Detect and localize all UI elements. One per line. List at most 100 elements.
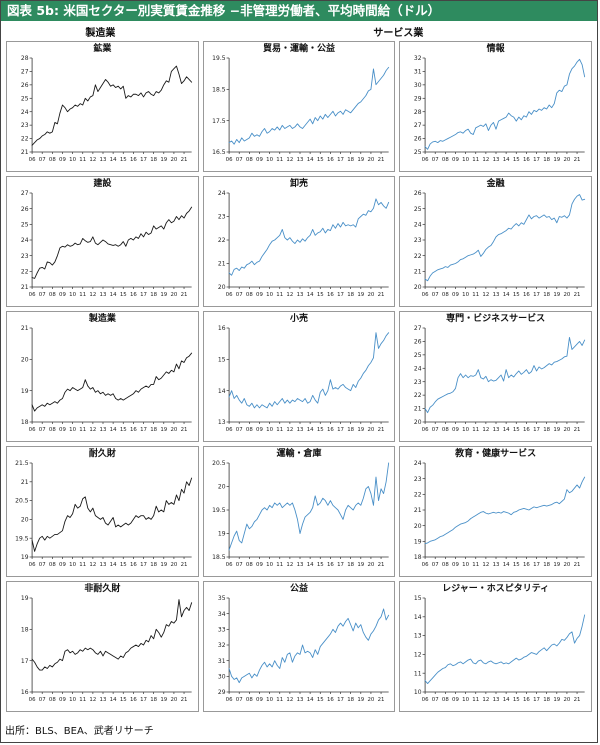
series-line-education-health-services xyxy=(424,476,586,545)
svg-text:14: 14 xyxy=(218,388,226,395)
svg-text:12: 12 xyxy=(89,562,96,568)
svg-text:19: 19 xyxy=(218,531,226,538)
column-group-headers: 製造業 サービス業 xyxy=(1,23,597,39)
svg-text:17: 17 xyxy=(533,697,540,703)
chart-plot-mining: 21 22 23 24 25 26 27 28 06 07 08 09 10 11 12 13 14 15 16 17… xyxy=(21,55,193,163)
svg-text:16: 16 xyxy=(130,697,137,703)
svg-text:08: 08 xyxy=(49,292,56,298)
svg-text:21: 21 xyxy=(21,149,29,156)
svg-text:27: 27 xyxy=(414,325,422,332)
svg-text:22: 22 xyxy=(21,136,29,143)
svg-text:09: 09 xyxy=(59,697,66,703)
svg-text:11: 11 xyxy=(276,292,283,298)
svg-text:19: 19 xyxy=(357,562,364,568)
svg-text:16: 16 xyxy=(130,427,137,433)
svg-text:08: 08 xyxy=(442,157,449,163)
svg-text:16: 16 xyxy=(327,292,334,298)
svg-text:14: 14 xyxy=(503,562,510,568)
svg-text:18: 18 xyxy=(150,292,157,298)
svg-text:19: 19 xyxy=(160,157,167,163)
series-line-nondurable-goods xyxy=(31,599,193,671)
svg-text:17: 17 xyxy=(140,427,147,433)
svg-text:20: 20 xyxy=(367,427,374,433)
svg-text:24: 24 xyxy=(218,190,226,197)
svg-text:23: 23 xyxy=(414,379,422,386)
svg-text:12: 12 xyxy=(89,427,96,433)
chart-panel-retail: 小売 13 14 15 16 06 07 08 09 10 11 12 13 14 15 16 17 18 19 20… xyxy=(202,311,396,442)
svg-text:10: 10 xyxy=(414,689,422,696)
svg-text:11: 11 xyxy=(473,157,480,163)
svg-text:18: 18 xyxy=(150,427,157,433)
svg-text:20: 20 xyxy=(414,284,422,291)
chart-title-utilities: 公益 xyxy=(289,584,308,594)
svg-text:12: 12 xyxy=(483,562,490,568)
svg-text:12: 12 xyxy=(89,157,96,163)
svg-text:27: 27 xyxy=(21,190,29,197)
svg-text:16: 16 xyxy=(327,427,334,433)
svg-text:30: 30 xyxy=(414,82,422,89)
svg-text:26: 26 xyxy=(21,206,29,213)
svg-text:15: 15 xyxy=(316,292,323,298)
svg-text:17: 17 xyxy=(337,427,344,433)
svg-text:21: 21 xyxy=(574,697,581,703)
svg-text:30: 30 xyxy=(218,673,226,680)
svg-text:18: 18 xyxy=(347,562,354,568)
svg-text:19: 19 xyxy=(357,697,364,703)
svg-text:16: 16 xyxy=(218,325,226,332)
svg-text:08: 08 xyxy=(442,427,449,433)
svg-text:18: 18 xyxy=(414,554,422,561)
chart-title-information: 情報 xyxy=(486,44,505,54)
svg-text:17: 17 xyxy=(533,157,540,163)
svg-text:09: 09 xyxy=(256,427,263,433)
svg-text:18: 18 xyxy=(21,419,29,426)
svg-text:29: 29 xyxy=(414,95,422,102)
svg-text:19: 19 xyxy=(554,427,561,433)
svg-text:26: 26 xyxy=(414,190,422,197)
svg-text:10: 10 xyxy=(266,427,273,433)
svg-text:10: 10 xyxy=(69,292,76,298)
svg-text:29: 29 xyxy=(218,689,226,696)
svg-text:11: 11 xyxy=(473,697,480,703)
svg-text:16.5: 16.5 xyxy=(212,149,226,156)
svg-text:09: 09 xyxy=(452,562,459,568)
svg-text:19: 19 xyxy=(357,292,364,298)
svg-text:12: 12 xyxy=(89,697,96,703)
svg-text:10: 10 xyxy=(463,697,470,703)
svg-text:13: 13 xyxy=(296,427,303,433)
chart-title-construction: 建設 xyxy=(93,179,112,189)
chart-panel-wholesale: 卸売 20 21 22 23 24 06 07 08 09 10 11 12 13 14 15 16 17 18 19… xyxy=(202,176,396,307)
chart-panel-trade-transport-utilities: 貿易・運輸・公益 16.5 17.5 18.5 19.5 06 07 08 09 10 11 12 13… xyxy=(202,41,396,172)
chart-title-manufacturing: 製造業 xyxy=(88,314,116,324)
svg-text:14: 14 xyxy=(110,157,117,163)
svg-text:07: 07 xyxy=(39,697,46,703)
svg-text:12: 12 xyxy=(89,292,96,298)
svg-text:13: 13 xyxy=(493,427,500,433)
svg-text:15: 15 xyxy=(120,427,127,433)
svg-text:06: 06 xyxy=(29,562,36,568)
svg-text:17: 17 xyxy=(140,697,147,703)
svg-text:09: 09 xyxy=(59,427,66,433)
svg-text:12: 12 xyxy=(483,292,490,298)
svg-text:07: 07 xyxy=(39,427,46,433)
svg-text:10: 10 xyxy=(463,562,470,568)
svg-text:17: 17 xyxy=(337,292,344,298)
svg-text:10: 10 xyxy=(69,427,76,433)
svg-text:10: 10 xyxy=(69,157,76,163)
svg-text:20: 20 xyxy=(564,157,571,163)
series-line-utilities xyxy=(228,608,389,684)
svg-text:13: 13 xyxy=(296,697,303,703)
svg-text:14: 14 xyxy=(503,697,510,703)
svg-text:13: 13 xyxy=(218,419,226,426)
svg-text:08: 08 xyxy=(246,427,253,433)
svg-text:06: 06 xyxy=(422,697,429,703)
svg-text:24: 24 xyxy=(21,237,29,244)
svg-text:08: 08 xyxy=(49,157,56,163)
svg-text:20: 20 xyxy=(414,523,422,530)
svg-text:19: 19 xyxy=(160,427,167,433)
svg-text:24: 24 xyxy=(414,460,422,467)
chart-plot-durable-goods: 19 19.5 20 20.5 21 21.5 06 07 08 09 10 11 12 13 14 15 16… xyxy=(15,460,193,568)
